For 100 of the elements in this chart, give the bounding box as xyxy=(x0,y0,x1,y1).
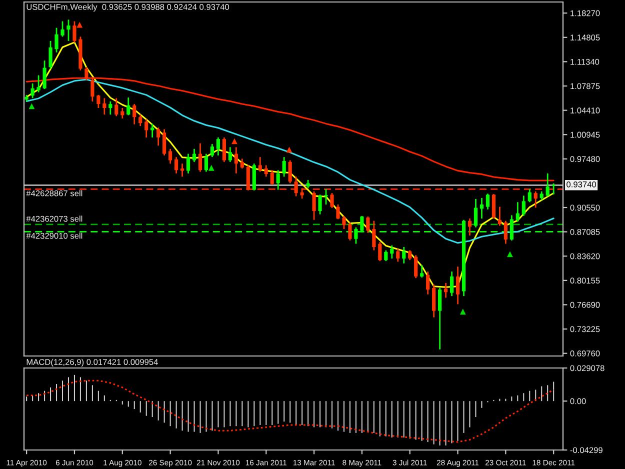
y-tick-label: 0.029078 xyxy=(570,365,604,372)
point xyxy=(507,251,513,258)
candlestick xyxy=(162,128,166,156)
candlestick xyxy=(414,254,418,279)
candlestick xyxy=(450,270,454,297)
candlestick xyxy=(516,201,520,223)
candlestick xyxy=(276,169,280,190)
candlestick xyxy=(138,114,142,127)
candlestick xyxy=(90,76,94,102)
candlestick xyxy=(408,250,412,261)
candlestick xyxy=(288,160,292,184)
candlestick xyxy=(156,126,160,146)
candlestick xyxy=(336,204,340,220)
candlestick xyxy=(420,264,424,278)
candlestick xyxy=(348,222,352,242)
candlestick xyxy=(246,164,250,192)
y-tick-label: 0.00 xyxy=(570,398,586,404)
candlestick xyxy=(240,158,244,170)
y-tick-label: 1.18270 xyxy=(570,10,600,16)
candlestick xyxy=(318,194,322,216)
y-tick-label: 1.07875 xyxy=(570,83,600,90)
candlestick xyxy=(378,241,382,262)
candlestick xyxy=(534,190,538,208)
candlestick xyxy=(36,74,40,93)
candlestick xyxy=(342,215,346,230)
candlestick xyxy=(42,60,46,90)
candlestick xyxy=(396,248,400,262)
point xyxy=(286,146,292,153)
y-tick-label: 1.00945 xyxy=(570,132,600,138)
ref-line-label: 0.93740 xyxy=(566,181,596,188)
point xyxy=(76,22,83,28)
point xyxy=(460,308,466,315)
y-tick-label: 0.83620 xyxy=(570,253,600,260)
candlestick xyxy=(372,220,376,251)
candlestick xyxy=(66,18,70,42)
y-tick-label: -0.04299 xyxy=(570,447,602,454)
y-tick-label: 0.90550 xyxy=(570,204,600,211)
candlestick xyxy=(48,40,52,70)
ref-line-label: #42329010 sell xyxy=(26,232,82,239)
candlestick xyxy=(198,142,202,172)
candlestick xyxy=(108,100,112,116)
candlestick xyxy=(528,188,532,203)
candlestick xyxy=(504,220,508,244)
candlestick xyxy=(300,187,304,200)
candlestick xyxy=(390,244,394,260)
candlestick xyxy=(474,198,478,228)
y-tick-label: 1.04410 xyxy=(570,108,600,114)
candlestick xyxy=(546,172,550,197)
candlestick xyxy=(258,156,262,172)
candlestick xyxy=(456,266,460,305)
candlestick xyxy=(60,20,64,38)
point xyxy=(28,103,35,110)
candlestick xyxy=(438,287,442,350)
chart-title: USDCHFm,Weekly 0.93625 0.93988 0.92424 0.93740 xyxy=(26,4,230,12)
candlestick xyxy=(312,190,316,221)
candlestick xyxy=(54,27,58,54)
candlestick xyxy=(102,97,106,116)
candlestick xyxy=(216,136,220,156)
candlestick xyxy=(432,284,436,318)
candlestick xyxy=(180,162,184,178)
candlestick xyxy=(192,148,196,163)
candlestick xyxy=(114,97,118,117)
candlestick xyxy=(96,94,100,109)
candlestick xyxy=(228,146,232,163)
candlestick xyxy=(264,164,268,178)
candlestick xyxy=(498,206,502,226)
candlestick xyxy=(204,153,208,172)
y-tick-label: 1.14805 xyxy=(570,34,600,40)
line-series xyxy=(26,380,554,443)
candlestick xyxy=(468,218,472,236)
candlestick xyxy=(144,118,148,138)
candlestick xyxy=(168,148,172,164)
candlestick xyxy=(174,156,178,174)
y-tick-label: 0.73225 xyxy=(570,326,600,332)
candlestick xyxy=(282,156,286,178)
candlestick xyxy=(294,176,298,197)
candlestick xyxy=(324,188,328,206)
candlestick xyxy=(444,282,448,298)
candlestick xyxy=(234,146,238,174)
candlestick xyxy=(492,193,496,220)
candlestick xyxy=(522,194,526,217)
candlestick xyxy=(426,270,430,296)
candlestick xyxy=(330,192,334,209)
candlestick xyxy=(186,153,190,174)
ref-line-label: #42628867 sell xyxy=(26,190,82,196)
point xyxy=(232,138,238,144)
candlestick xyxy=(480,197,484,220)
candlestick xyxy=(486,193,490,210)
point xyxy=(208,164,214,171)
candlestick xyxy=(150,123,154,138)
chart-title: MACD(12,26,9) 0.017421 0.009954 xyxy=(26,358,158,367)
candlestick xyxy=(402,246,406,264)
candlestick xyxy=(552,182,556,196)
candlestick xyxy=(222,136,226,163)
candlestick xyxy=(132,103,136,126)
y-tick-label: 0.76690 xyxy=(570,302,600,308)
candlestick xyxy=(384,250,388,262)
y-tick-label: 0.80155 xyxy=(570,278,600,284)
candlestick xyxy=(30,82,34,99)
y-tick-label: 0.97480 xyxy=(570,156,600,162)
